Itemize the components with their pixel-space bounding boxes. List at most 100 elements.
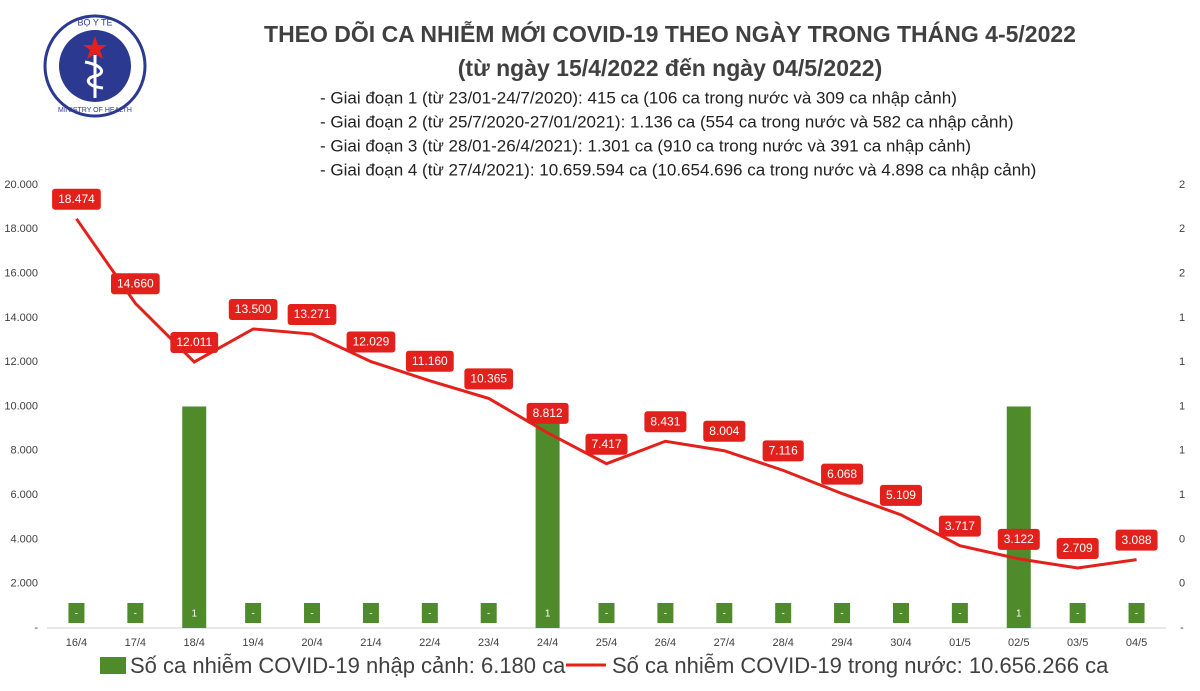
data-label: 2.709 xyxy=(1056,537,1099,559)
y2-tick-label: 0 xyxy=(1179,578,1185,590)
data-label-box xyxy=(938,515,981,537)
x-tick-label: 02/5 xyxy=(1008,637,1029,649)
x-tick-label: 01/5 xyxy=(949,637,970,649)
data-label: 13.500 xyxy=(228,298,278,320)
y-tick-label: 6.000 xyxy=(10,489,38,501)
y-tick-label: 18.000 xyxy=(4,223,38,235)
data-label-text: 12.029 xyxy=(353,335,390,349)
data-label-box xyxy=(405,350,454,372)
y2-tick-label: 1 xyxy=(1179,356,1185,368)
data-label-text: 13.500 xyxy=(235,302,272,316)
bar-label: - xyxy=(782,609,785,620)
y-tick-label: 20.000 xyxy=(4,179,38,191)
x-tick-label: 18/4 xyxy=(184,637,205,649)
bar xyxy=(182,406,207,628)
data-label-box xyxy=(526,402,569,424)
y2-tick-label: 1 xyxy=(1179,312,1185,324)
y2-tick-label: 2 xyxy=(1179,223,1185,235)
bar-label-box xyxy=(539,603,556,623)
bar xyxy=(535,406,560,628)
bar-label-box xyxy=(598,603,615,623)
x-tick-label: 24/4 xyxy=(537,637,558,649)
data-label-box xyxy=(170,331,219,353)
bar-label: - xyxy=(369,609,372,620)
logo: BỘ Y TẾ MINISTRY OF HEALTH xyxy=(43,14,147,118)
data-label: 7.116 xyxy=(762,440,804,462)
data-label-text: 18.474 xyxy=(58,192,95,206)
data-label-box xyxy=(997,528,1040,550)
bar-label-box xyxy=(362,603,379,623)
data-label-box xyxy=(52,188,101,210)
bar-label: 1 xyxy=(545,609,551,620)
logo-star xyxy=(83,36,107,59)
bar-label-box xyxy=(716,603,733,623)
logo-top: BỘ Y TẾ xyxy=(77,17,112,27)
bar-label-box xyxy=(186,603,203,623)
x-tick-label: 25/4 xyxy=(596,637,617,649)
legend-label: Số ca nhiễm COVID-19 trong nước: 10.656.… xyxy=(612,653,1109,678)
data-label-text: 3.088 xyxy=(1122,533,1152,547)
bar-label-box xyxy=(68,603,85,623)
y-tick-label: 8.000 xyxy=(10,445,38,457)
data-label-text: 8.004 xyxy=(709,424,739,438)
data-label-text: 8.431 xyxy=(650,414,680,428)
data-label-text: 7.116 xyxy=(769,444,798,458)
data-label-box xyxy=(1056,537,1099,559)
y2-tick-label: 1 xyxy=(1179,445,1185,457)
bar-label: 1 xyxy=(1016,609,1022,620)
logo-snake xyxy=(84,60,104,90)
data-label-box xyxy=(464,368,514,390)
x-tick-label: 20/4 xyxy=(301,637,322,649)
bar-label-box xyxy=(775,603,792,623)
data-label-box xyxy=(762,440,804,462)
data-label-box xyxy=(110,273,160,295)
bar-label: - xyxy=(899,609,902,620)
bar-label: 1 xyxy=(191,609,197,620)
bar-label-box xyxy=(892,603,909,623)
bar-label-box xyxy=(951,603,968,623)
bar-label-box xyxy=(127,603,144,623)
data-label-box xyxy=(585,433,628,455)
bar-label: - xyxy=(840,609,843,620)
y-tick-label: 12.000 xyxy=(4,356,38,368)
bar-label: - xyxy=(75,609,78,620)
data-label-text: 7.417 xyxy=(591,437,621,451)
bar-label: - xyxy=(605,609,608,620)
y-tick-label: 10.000 xyxy=(4,400,38,412)
data-label: 5.109 xyxy=(879,484,922,506)
y2-tick-label: 1 xyxy=(1179,400,1185,412)
bar-label-box xyxy=(245,603,262,623)
data-label-box xyxy=(703,420,746,442)
data-label: 10.365 xyxy=(464,368,514,390)
data-label-box xyxy=(644,411,687,433)
data-label-text: 2.709 xyxy=(1063,541,1093,555)
x-tick-label: 23/4 xyxy=(478,637,499,649)
note: - Giai đoạn 4 (từ 27/4/2021): 10.659.594… xyxy=(320,160,1036,179)
data-label: 11.160 xyxy=(405,350,454,372)
bar-label: - xyxy=(1135,609,1138,620)
x-tick-label: 29/4 xyxy=(831,637,852,649)
note: - Giai đoạn 1 (từ 23/01-24/7/2020): 415 … xyxy=(320,88,957,107)
bar-label-box xyxy=(1010,603,1027,623)
bar-label: - xyxy=(251,609,254,620)
y2-tick-label: 1 xyxy=(1179,489,1185,501)
data-label-text: 11.160 xyxy=(412,354,448,368)
y2-tick-label: 2 xyxy=(1179,268,1185,280)
x-tick-label: 21/4 xyxy=(360,637,381,649)
bar-label-box xyxy=(421,603,438,623)
legend-label: Số ca nhiễm COVID-19 nhập cảnh: 6.180 ca xyxy=(130,653,566,678)
data-label: 18.474 xyxy=(52,188,101,210)
y2-tick-label: 2 xyxy=(1179,179,1185,191)
data-label-text: 10.365 xyxy=(470,372,507,386)
x-tick-label: 17/4 xyxy=(125,637,146,649)
data-label-text: 13.271 xyxy=(294,307,331,321)
x-tick-label: 04/5 xyxy=(1126,637,1147,649)
bar-label: - xyxy=(958,609,961,620)
x-tick-label: 28/4 xyxy=(772,637,793,649)
bar-label: - xyxy=(134,609,137,620)
data-label-box xyxy=(821,463,864,485)
data-label: 8.004 xyxy=(703,420,746,442)
data-label: 7.417 xyxy=(585,433,628,455)
